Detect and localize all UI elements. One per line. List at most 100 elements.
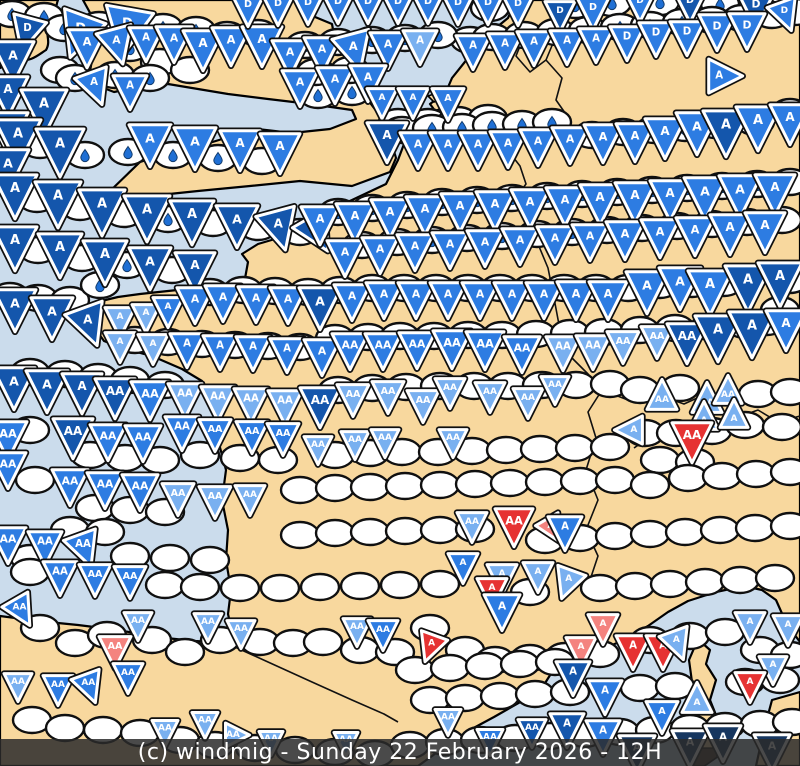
wind-triangle: A [0,116,45,170]
wind-triangle: AA [148,717,182,750]
wind-triangle-label: A [349,39,358,53]
cloud-symbol [589,432,631,462]
wind-triangle: A [522,279,566,322]
wind-triangle: AA [572,332,614,373]
wind-triangle-label: A [499,569,506,579]
wind-triangle: A [171,249,219,297]
raindrop-icon [80,148,90,163]
cloud-symbol [769,457,800,487]
wind-triangle-label: AA [678,329,697,343]
wind-triangle-label: AA [0,427,17,441]
wind-triangle: AA [195,483,235,522]
wind-triangle: A [584,677,626,718]
wind-triangle: A [684,267,736,319]
wind-triangle: A [362,279,406,322]
wind-triangle-label: A [719,730,728,743]
wind-triangle-label: D [556,6,563,16]
wind-triangle-label: D [274,0,282,9]
cloud-symbol [684,567,726,597]
wind-triangle-label: AA [264,734,278,744]
wind-triangle: A [418,627,451,665]
wind-triangle-label: AA [465,517,479,527]
cloud-symbol [649,569,691,599]
wind-triangle-label: A [414,137,423,150]
wind-triangle: A [266,335,308,376]
wind-triangle-label: AA [62,474,79,487]
wind-triangle: A [754,259,800,311]
wind-triangle-label: AA [346,389,361,400]
wind-triangle: AA [161,413,203,454]
wind-triangle: D [292,0,324,28]
cloud-symbol [735,459,777,489]
wind-triangle-label: A [508,287,517,300]
wind-triangle-label: D [364,0,372,7]
wind-triangle: A [79,237,131,289]
wind-triangle-label: A [112,34,121,47]
wind-triangle: A [216,127,264,175]
wind-triangle-label: A [444,287,453,300]
wind-triangle: AA [339,615,375,650]
cloud-symbol [464,651,506,681]
wind-triangle: AA [429,327,475,373]
wind-triangle: A [367,196,413,242]
wind-triangle: AA [637,323,677,362]
wind-triangle: AA [164,380,206,421]
wind-triangle-label: A [498,599,507,612]
wind-triangle: A [544,513,586,554]
wind-triangle-label: A [444,93,452,104]
wind-triangle-label: AA [375,338,392,351]
wind-triangle: AA [83,469,127,512]
wind-triangle: AA [364,617,402,654]
wind-triangle-label: A [775,269,785,284]
wind-triangle-label: AA [350,622,364,632]
wind-triangle-label: AA [378,433,392,443]
wind-triangle: A [0,38,38,88]
wind-triangle: A [323,237,367,280]
cloud-symbol [44,713,86,743]
cloud-symbol [769,377,800,407]
wind-triangle-label: A [563,719,571,730]
wind-triangle-label: A [781,316,791,330]
cloud-symbol [479,681,521,711]
cloud-symbol [524,467,566,497]
wind-triangle: D [675,0,705,26]
cloud-symbol [349,472,391,502]
wind-triangle: A [716,396,752,431]
wind-triangle: A [0,286,40,336]
wind-triangle-label: A [660,124,670,138]
caption-bar: (c) windmig - Sunday 22 February 2026 - … [0,739,800,766]
cloud-symbol [149,543,191,573]
raindrop-icon [123,145,133,160]
wind-triangle-label: A [10,233,20,248]
wind-triangle-label: A [165,302,172,312]
wind-triangle-label: A [187,207,197,222]
cloud-symbol [554,433,596,463]
wind-triangle: A [396,129,440,172]
cloud-symbol [629,519,671,549]
wind-triangle-label: A [8,47,18,62]
wind-triangle-label: A [785,110,795,124]
wind-triangle-label: AA [381,386,396,397]
wind-triangle: A [721,262,775,316]
wind-triangle-label: AA [521,393,535,403]
wind-triangle: AA [453,509,491,546]
wind-triangle: AA [328,330,372,373]
wind-triangle-label: A [190,258,200,272]
wind-triangle: A [426,279,470,322]
wind-triangle-label: A [604,287,613,301]
wind-triangle: A [201,282,245,325]
wind-triangle: A [295,284,345,334]
wind-triangle-label: AA [514,341,531,354]
wind-triangle-label: A [601,686,609,697]
wind-triangle-label: A [572,287,581,301]
wind-triangle-label: D [652,28,660,39]
wind-triangle-label: A [621,227,630,241]
wind-triangle-label: A [491,197,500,211]
wind-triangle: A [134,331,172,368]
wind-triangle-label: A [9,373,19,388]
wind-triangle-label: A [3,82,13,96]
wind-triangle-label: A [631,129,640,143]
wind-triangle-label: AA [683,428,702,442]
wind-triangle: A [332,200,378,246]
